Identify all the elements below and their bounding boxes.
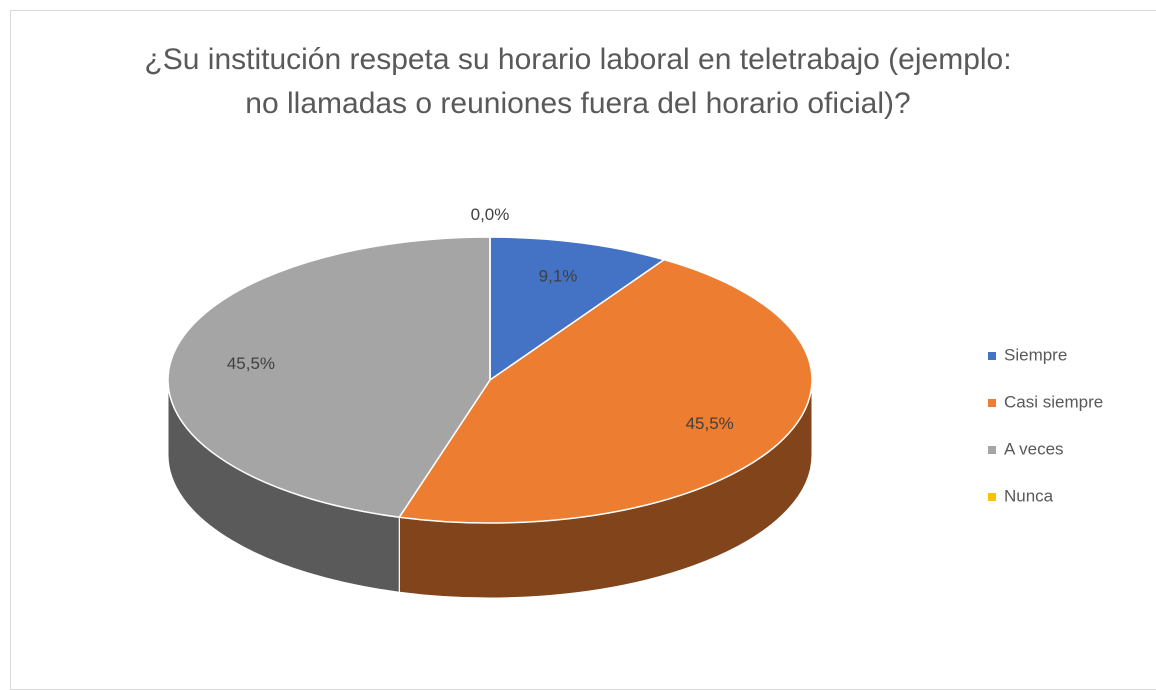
legend-swatch [988,352,996,360]
legend-label: Casi siempre [1004,392,1103,411]
data-label: 9,1% [539,267,578,286]
data-label: 0,0% [471,205,510,224]
legend-swatch [988,493,996,501]
data-label: 45,5% [227,354,275,373]
slice [167,236,491,519]
legend-label: Nunca [1004,486,1054,505]
data-label: 45,5% [686,414,734,433]
chart-title: ¿Su institución respeta su horario labor… [144,43,1012,120]
legend-label: Siempre [1004,345,1067,364]
slice [397,258,813,524]
slice [489,236,666,382]
legend-label: A veces [1004,439,1064,458]
legend-swatch [988,399,996,407]
legend-swatch [988,446,996,454]
